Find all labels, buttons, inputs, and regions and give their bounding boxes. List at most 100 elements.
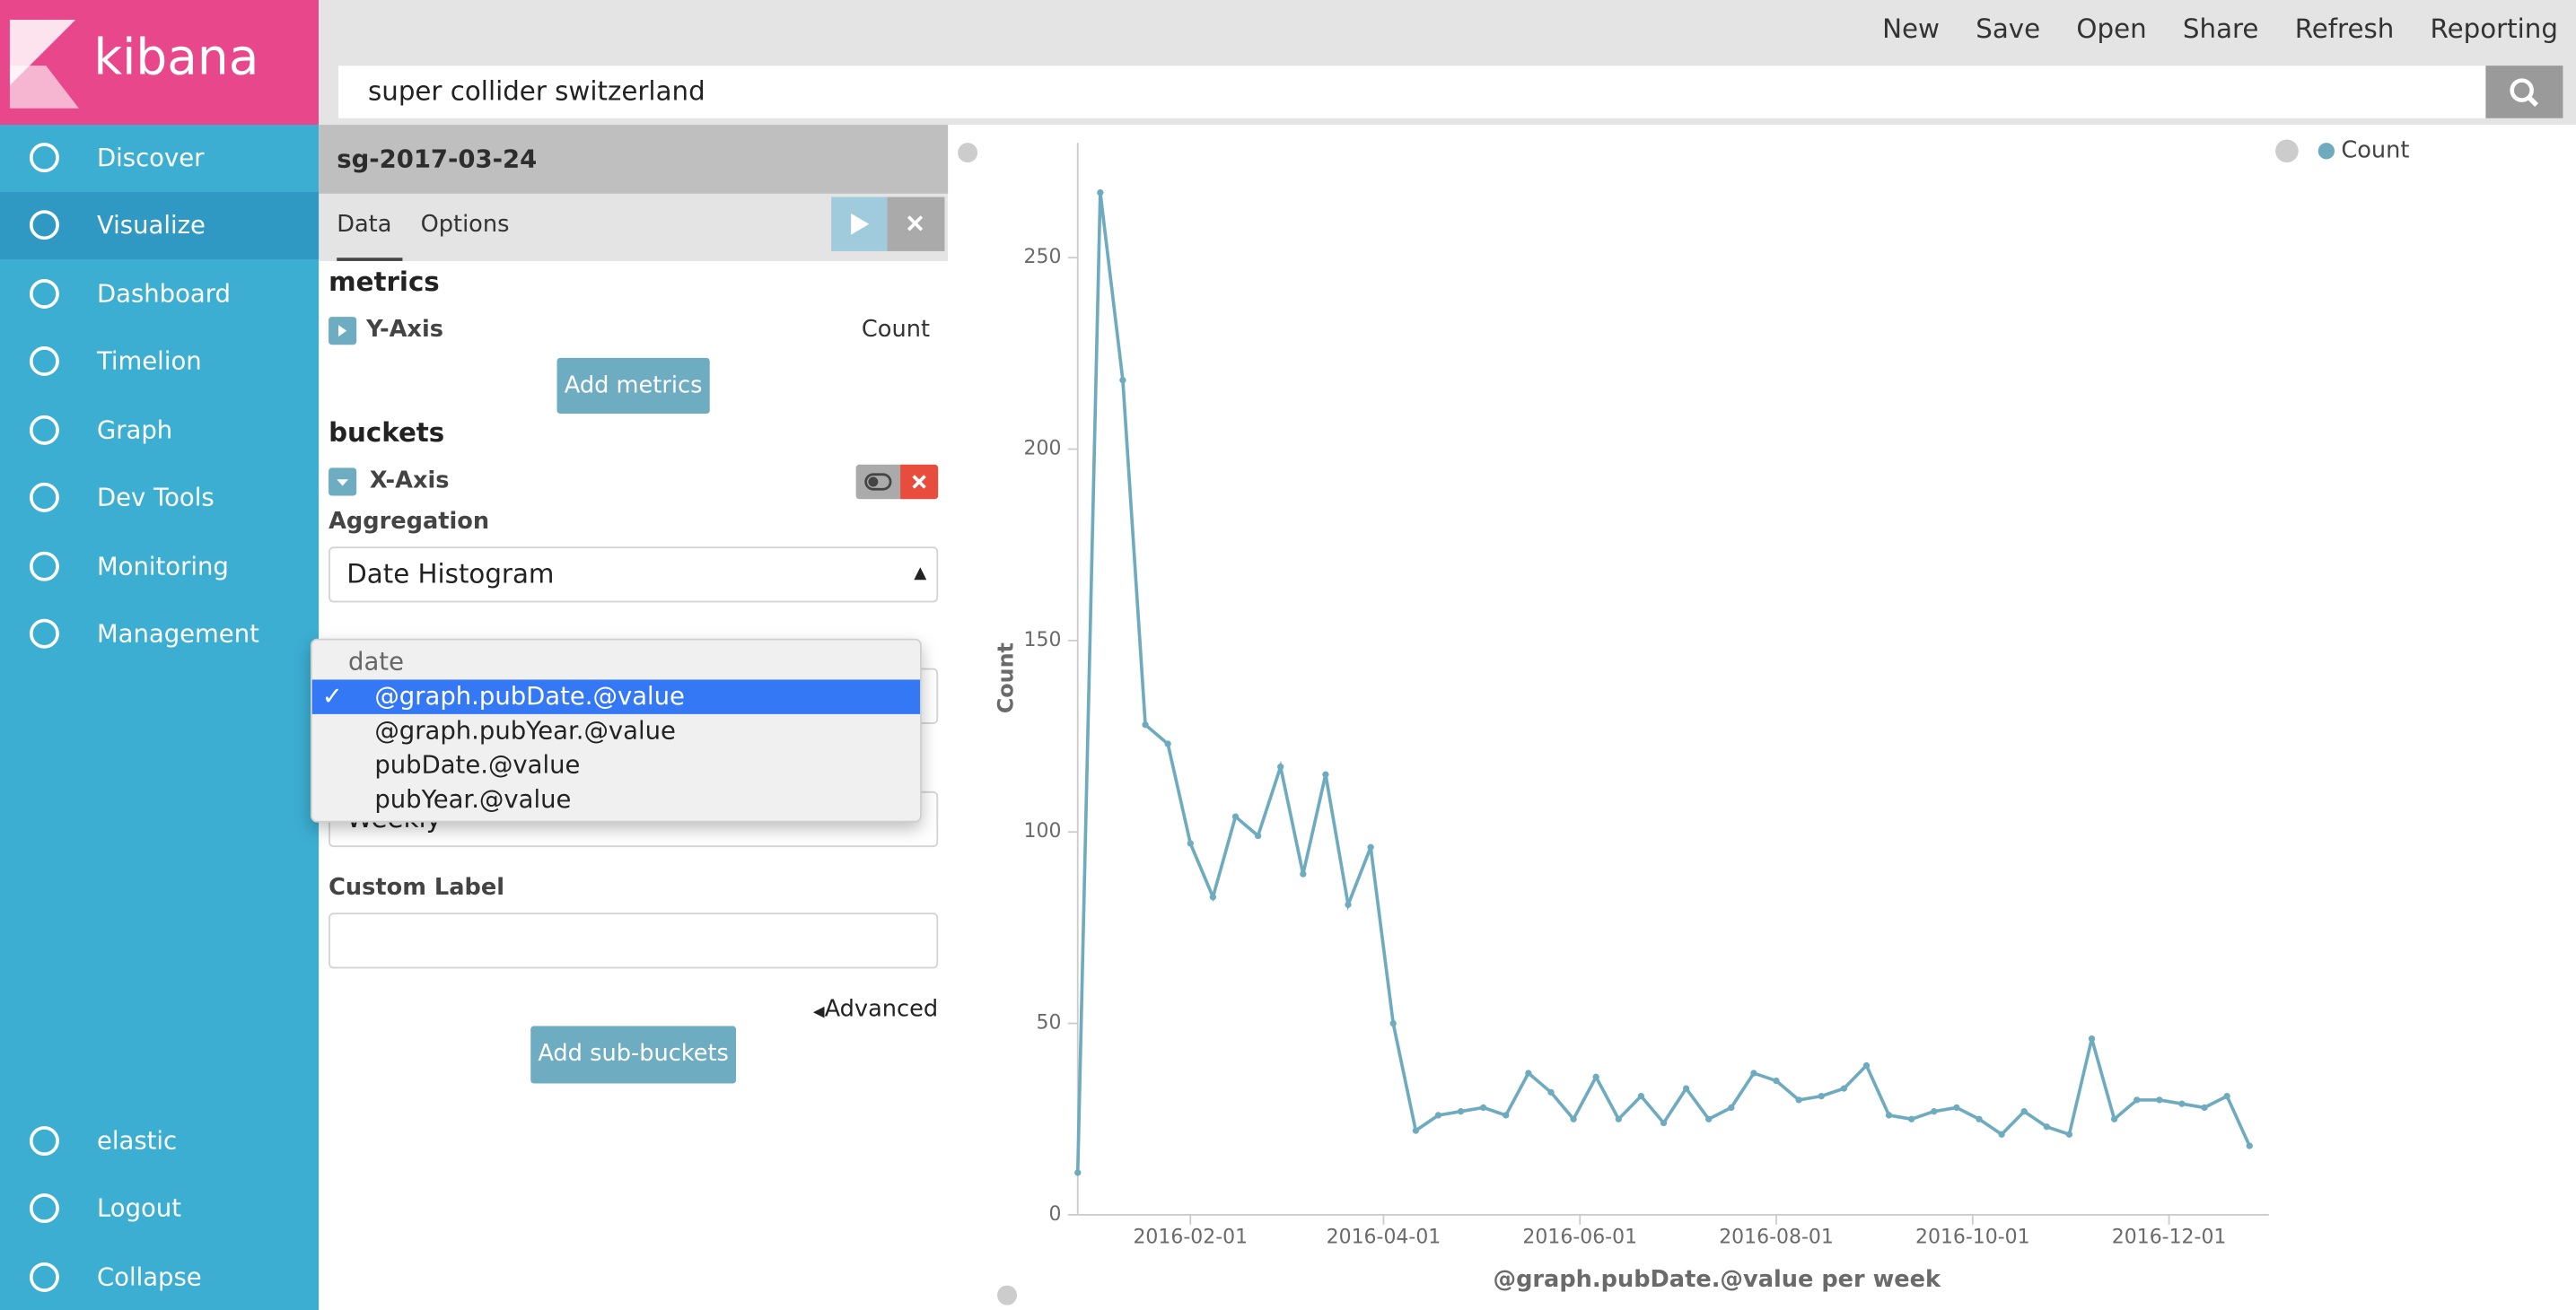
collapse-icon[interactable] (958, 143, 978, 163)
menu-item[interactable]: Reporting (2430, 13, 2558, 45)
nav-item[interactable]: Visualize (0, 192, 320, 260)
data-point (1187, 840, 1194, 847)
nav-icon (29, 346, 59, 376)
data-point (1908, 1115, 1915, 1122)
data-point (1818, 1092, 1825, 1100)
data-point (2201, 1104, 2208, 1112)
data-point (1525, 1070, 1532, 1077)
dropdown-list: date @graph.pubDate.@value@graph.pubYear… (310, 638, 922, 823)
tabs: Data Options (319, 193, 949, 261)
dropdown-option[interactable]: pubYear.@value (374, 784, 572, 815)
nav-item[interactable]: Collapse (0, 1244, 319, 1310)
y-tick-label: 50 (1036, 1012, 1061, 1035)
logo-mark (9, 19, 79, 109)
advanced-link[interactable]: ◀Advanced (812, 996, 939, 1023)
nav-item[interactable]: Graph (0, 397, 319, 465)
add-sub-buckets-button[interactable]: Add sub-buckets (530, 1026, 737, 1084)
spy-toggle[interactable] (997, 1285, 1018, 1306)
data-point (1479, 1104, 1487, 1112)
data-point (1862, 1061, 1871, 1070)
aggregation-select[interactable]: Date Histogram ▲ (329, 546, 939, 603)
data-point (1231, 813, 1240, 820)
nav-label: Timelion (96, 346, 202, 376)
legend-toggle[interactable] (2275, 139, 2299, 163)
menu-item[interactable]: Save (1976, 13, 2041, 45)
nav-item[interactable]: Management (0, 601, 319, 668)
search-button[interactable] (2485, 66, 2563, 118)
field-label: Aggregation (329, 509, 490, 536)
expand-toggle[interactable] (329, 317, 357, 345)
nav-label: Visualize (96, 210, 206, 240)
toggle-button[interactable] (855, 464, 901, 500)
data-point (1457, 1108, 1465, 1115)
nav-item[interactable]: Logout (0, 1175, 319, 1243)
apply-button[interactable] (831, 196, 888, 251)
data-point (1389, 1019, 1397, 1027)
data-point (2246, 1142, 2253, 1149)
data-point (1682, 1085, 1690, 1092)
menu-item[interactable]: Open (2076, 13, 2147, 45)
data-point (1615, 1115, 1622, 1122)
data-point (1773, 1077, 1780, 1085)
data-point (1503, 1112, 1510, 1119)
data-point (1795, 1096, 1802, 1104)
data-point (1976, 1115, 1983, 1122)
data-point (2178, 1100, 2186, 1107)
nav-item[interactable]: Timelion (0, 328, 319, 396)
data-point (1367, 843, 1374, 851)
data-point (2043, 1123, 2050, 1131)
data-point (1885, 1112, 1893, 1119)
data-point (1142, 721, 1149, 729)
nav-item[interactable]: Discover (0, 125, 319, 192)
agg-value: Count (861, 317, 931, 344)
x-tick-label: 2016-04-01 (1327, 1227, 1441, 1249)
y-tick-label: 200 (1024, 438, 1062, 460)
dropdown-option[interactable]: pubDate.@value (374, 750, 581, 781)
data-point (2088, 1035, 2096, 1043)
add-metrics-button[interactable]: Add metrics (556, 357, 710, 415)
nav-label: Collapse (96, 1262, 202, 1292)
nav-icon (29, 415, 59, 445)
y-tick-label: 250 (1024, 246, 1062, 268)
nav-label: Discover (96, 143, 205, 173)
menu-item[interactable]: New (1882, 13, 1940, 45)
dropdown-option[interactable]: @graph.pubDate.@value (311, 679, 921, 714)
nav-label: elastic (96, 1126, 178, 1157)
brand: kibana (93, 29, 259, 87)
menu-item[interactable]: Share (2182, 13, 2259, 45)
logo[interactable]: kibana (0, 0, 320, 126)
expand-toggle[interactable] (329, 467, 357, 496)
legend-label: Count (2341, 136, 2409, 163)
data-point (1953, 1104, 1960, 1112)
nav-icon (29, 618, 59, 649)
nav-item[interactable]: Dashboard (0, 261, 319, 328)
data-point (1660, 1119, 1668, 1127)
data-point (1547, 1088, 1555, 1096)
nav-label: Dev Tools (96, 482, 215, 512)
data-point (1412, 1127, 1419, 1134)
data-point (1209, 894, 1217, 901)
menu-item[interactable]: Refresh (2294, 13, 2395, 45)
nav-label: Monitoring (96, 551, 229, 581)
custom-label-input[interactable] (329, 913, 939, 969)
y-tick-label: 100 (1024, 820, 1062, 843)
data-point (1750, 1070, 1757, 1077)
data-point (1345, 901, 1352, 908)
tab[interactable]: Data (337, 194, 403, 261)
discard-button[interactable] (887, 196, 945, 251)
data-point (2020, 1108, 2028, 1115)
x-tick-label: 2016-08-01 (1719, 1227, 1834, 1249)
nav-icon (29, 143, 59, 173)
x-tick-label: 2016-06-01 (1522, 1227, 1637, 1249)
nav-item[interactable]: elastic (0, 1108, 319, 1175)
nav-item[interactable]: Dev Tools (0, 465, 319, 532)
data-point (1592, 1073, 1599, 1080)
search-input[interactable]: super collider switzerland (338, 66, 2486, 118)
nav-item[interactable]: Monitoring (0, 534, 319, 601)
tab[interactable]: Options (420, 212, 510, 239)
nav-icon (29, 482, 59, 512)
section-heading: buckets (329, 416, 445, 449)
dropdown-option[interactable]: @graph.pubYear.@value (374, 715, 676, 746)
remove-button[interactable] (900, 464, 939, 500)
